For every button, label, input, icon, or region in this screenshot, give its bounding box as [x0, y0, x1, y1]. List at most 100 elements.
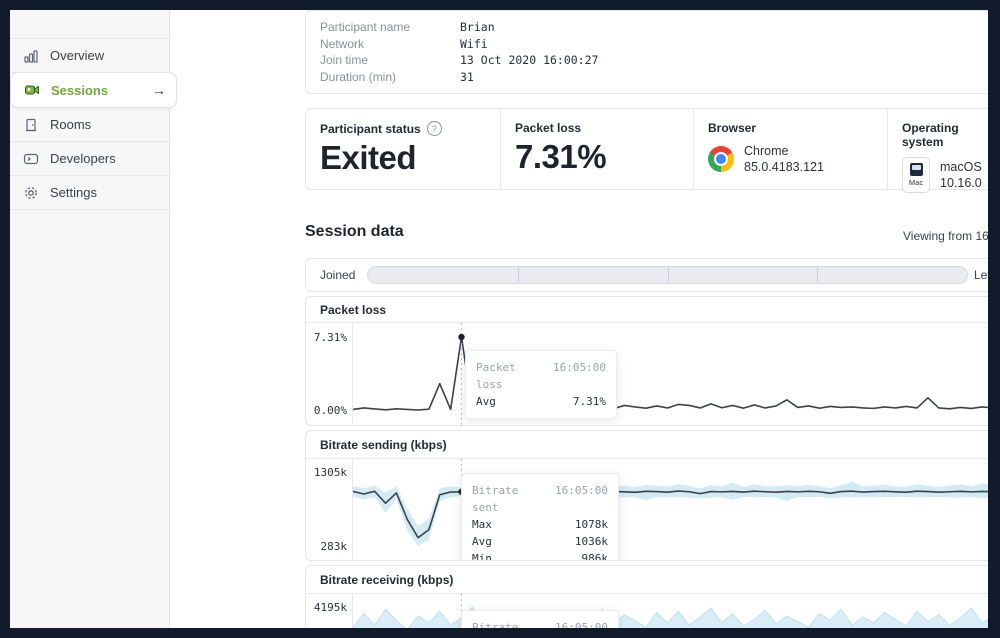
tooltip-value: 7.31% [572, 395, 606, 408]
sidebar: Overview Sessions → Rooms Developers [10, 10, 177, 628]
network-label: Network [320, 36, 365, 51]
packet-loss-plot[interactable]: Packet loss 16:05:00 Avg 7.31% [353, 323, 988, 425]
tooltip-title: Packet loss [476, 361, 516, 391]
tooltip-title: Bitrate sent [472, 484, 519, 514]
timeline-tick [667, 268, 669, 282]
participant-status-label-text: Participant status [320, 121, 421, 136]
bitrate-sending-chart-box: Bitrate sending (kbps) 1305k 283k Bitrat… [305, 430, 988, 561]
mac-icon: Mac [902, 157, 930, 193]
arrow-right-icon: → [152, 82, 166, 98]
join-time-label: Join time [320, 53, 369, 67]
tooltip-metric: Avg [476, 395, 496, 408]
sidebar-item-label: Rooms [50, 117, 92, 132]
browser-version: 85.0.4183.121 [744, 160, 824, 174]
bitrate-receiving-chart-title: Bitrate receiving (kbps) [306, 566, 988, 594]
browser-label: Browser [708, 121, 757, 135]
participant-name-value: Brian [460, 20, 495, 34]
packet-loss-chart-title: Packet loss [306, 297, 988, 323]
bitrate-sending-chart-body: 1305k 283k Bitrate sent 16:05:00 Max 107… [306, 459, 988, 560]
bitrate-receiving-tooltip: Bitrate rec. 16:05:00 [461, 610, 619, 628]
sidebar-item-label: Overview [50, 48, 105, 63]
tooltip-value: 986k [581, 552, 609, 560]
packet-loss-y-axis: 7.31% 0.00% [306, 323, 353, 425]
bitrate-receiving-area-chart[interactable] [353, 594, 988, 628]
sidebar-item-overview[interactable]: Overview [10, 39, 169, 73]
bitrate-receiving-y-axis: 4195k [306, 594, 353, 628]
terminal-icon [23, 151, 39, 167]
gear-icon [23, 185, 39, 201]
packet-loss-chart-box: Packet loss 7.31% 0.00% Packet loss 16:0… [305, 296, 988, 426]
timeline-tick [817, 268, 819, 282]
bitrate-receiving-chart-body: 4195k Bitrate rec. 16:05:00 [306, 594, 988, 628]
sidebar-item-label: Sessions [51, 82, 109, 98]
timeline-joined-label: Joined [320, 268, 356, 282]
viewing-from-text: Viewing from 16:00 [903, 229, 988, 243]
main-content: Participant name Brian Network Wifi Join… [170, 10, 988, 628]
bitrate-sending-tooltip: Bitrate sent 16:05:00 Max 1078k Avg 1036… [461, 473, 619, 560]
os-info: Mac macOS 10.16.0 [902, 157, 988, 193]
tooltip-header: Packet loss 16:05:00 [476, 359, 606, 393]
packet-loss-label: Packet loss [515, 121, 582, 135]
door-icon [23, 117, 39, 133]
packet-loss-chart-body: 7.31% 0.00% Packet loss 16:05:00 Avg 7.3… [306, 323, 988, 425]
participant-status-card: Participant status ? Exited [306, 109, 501, 189]
os-version: 10.16.0 [940, 176, 982, 190]
mac-icon-image [909, 163, 923, 176]
tooltip-header: Bitrate rec. 16:05:00 [472, 619, 608, 628]
tooltip-metric: Max [472, 518, 492, 531]
os-card: Operating system Mac macOS 10.16.0 [888, 109, 988, 193]
tooltip-metric: Min [472, 552, 492, 560]
join-time-value: 13 Oct 2020 16:00:27 [460, 53, 599, 67]
participant-name-label: Participant name [320, 20, 411, 34]
y-max-label: 7.31% [313, 331, 347, 344]
sidebar-item-sessions[interactable]: Sessions → [10, 72, 177, 108]
os-label: Operating system [902, 121, 959, 149]
bitrate-sending-line-chart[interactable] [353, 459, 988, 560]
timeline-card: Joined Left [305, 258, 988, 292]
mac-icon-label: Mac [908, 178, 924, 187]
tooltip-time: 16:05:00 [555, 621, 608, 628]
tooltip-header: Bitrate sent 16:05:00 [472, 482, 608, 516]
participant-row: Participant name Brian [320, 19, 988, 36]
participant-row: Join time 13 Oct 2020 16:00:27 [320, 52, 988, 69]
packet-loss-line-chart[interactable] [353, 323, 988, 425]
participant-row: Network Wifi [320, 36, 988, 53]
packet-loss-tooltip: Packet loss 16:05:00 Avg 7.31% [465, 350, 617, 419]
sidebar-item-rooms[interactable]: Rooms [10, 108, 169, 142]
tooltip-time: 16:05:00 [553, 361, 606, 374]
browser-text: Chrome 85.0.4183.121 [744, 143, 824, 175]
bitrate-receiving-plot[interactable]: Bitrate rec. 16:05:00 [353, 594, 988, 628]
sidebar-item-settings[interactable]: Settings [10, 176, 169, 210]
os-text: macOS 10.16.0 [940, 159, 982, 191]
timeline-slider[interactable] [367, 266, 968, 284]
sidebar-item-label: Settings [50, 185, 97, 200]
help-icon[interactable]: ? [426, 121, 442, 136]
bar-chart-icon [23, 48, 39, 64]
video-camera-icon [24, 82, 40, 98]
y-min-label: 0.00% [313, 404, 347, 417]
os-name: macOS [940, 160, 982, 174]
timeline-left-label: Left [973, 268, 988, 282]
participant-row: Duration (min) 31 [320, 69, 988, 86]
participant-status-value: Exited [320, 139, 417, 176]
chrome-icon [708, 146, 734, 172]
network-value: Wifi [460, 36, 488, 51]
bitrate-sending-chart-title: Bitrate sending (kbps) [306, 431, 988, 459]
tooltip-row: Max 1078k [472, 516, 608, 533]
tooltip-row: Avg 7.31% [476, 393, 606, 410]
sidebar-item-developers[interactable]: Developers [10, 142, 169, 176]
tooltip-value: 1036k [574, 535, 608, 548]
timeline-tick [518, 268, 520, 282]
bitrate-sending-y-axis: 1305k 283k [306, 459, 353, 560]
tooltip-title: Bitrate rec. [472, 621, 519, 628]
session-data-title: Session data [305, 223, 404, 240]
y-max-label: 4195k [313, 601, 347, 614]
participant-status-label: Participant status ? [320, 121, 486, 136]
sidebar-item-label: Developers [50, 151, 116, 166]
tooltip-metric: Avg [472, 535, 492, 548]
bitrate-sending-plot[interactable]: Bitrate sent 16:05:00 Max 1078k Avg 1036… [353, 459, 988, 560]
tooltip-row: Min 986k [472, 550, 608, 560]
bitrate-receiving-chart-box: Bitrate receiving (kbps) 4195k Bitrate r… [305, 565, 988, 628]
participant-info-card: Participant name Brian Network Wifi Join… [305, 10, 988, 94]
